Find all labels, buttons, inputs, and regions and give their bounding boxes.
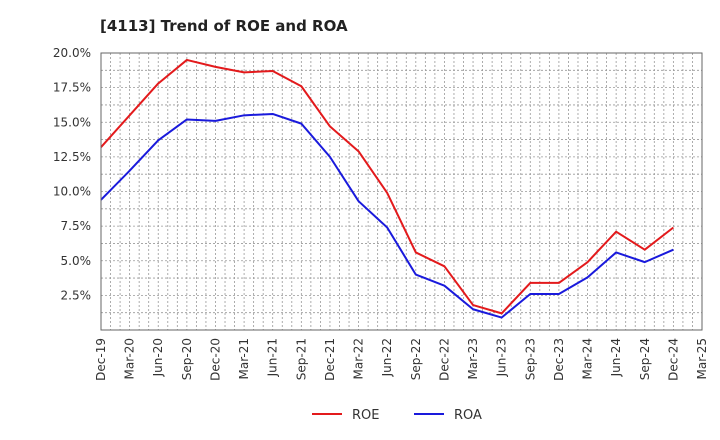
x-tick-label: Jun-21: [266, 338, 280, 377]
chart-title: [4113] Trend of ROE and ROA: [100, 17, 348, 35]
x-tick-label: Dec-19: [94, 338, 108, 381]
x-tick-label: Dec-20: [208, 338, 222, 381]
x-tick-label: Dec-24: [666, 338, 680, 381]
legend-label-roe: ROE: [352, 408, 379, 423]
x-tick-label: Mar-21: [237, 338, 251, 379]
legend: ROE ROA: [312, 408, 482, 423]
y-tick-label: 10.0%: [53, 185, 91, 199]
x-tick-label: Mar-20: [123, 338, 137, 379]
x-tick-label: Jun-23: [495, 338, 509, 377]
x-tick-label: Mar-24: [581, 338, 595, 379]
x-tick-label: Jun-22: [380, 338, 394, 377]
x-tick-label: Jun-20: [151, 338, 165, 377]
x-tick-label: Jun-24: [609, 338, 623, 377]
legend-label-roa: ROA: [454, 408, 482, 423]
x-tick-label: Mar-22: [352, 338, 366, 379]
x-tick-label: Sep-24: [638, 338, 652, 380]
x-tick-label: Dec-23: [552, 338, 566, 381]
x-tick-label: Sep-21: [294, 338, 308, 380]
y-tick-label: 5.0%: [61, 254, 92, 268]
y-axis-ticks: 2.5% 5.0% 7.5% 10.0% 12.5% 15.0% 17.5% 20.0%: [53, 46, 91, 302]
x-tick-label: Sep-22: [409, 338, 423, 380]
y-tick-label: 12.5%: [53, 150, 91, 164]
y-tick-label: 17.5%: [53, 81, 91, 95]
x-tick-label: Mar-23: [466, 338, 480, 379]
y-tick-label: 2.5%: [61, 288, 92, 302]
series-line-roe: [100, 58, 674, 315]
y-tick-label: 7.5%: [61, 219, 92, 233]
plot-lines: [100, 58, 674, 319]
x-tick-label: Dec-22: [437, 338, 451, 381]
x-tick-label: Dec-21: [323, 338, 337, 381]
x-tick-label: Sep-23: [523, 338, 537, 380]
x-axis-ticks: Dec-19 Mar-20 Jun-20 Sep-20 Dec-20 Mar-21 Jun-…: [94, 338, 709, 381]
y-tick-label: 15.0%: [53, 115, 91, 129]
x-tick-label: Sep-20: [180, 338, 194, 380]
plot-frame: [100, 52, 703, 331]
y-tick-label: 20.0%: [53, 46, 91, 60]
series-line-roa: [100, 112, 674, 319]
x-tick-label: Mar-25: [695, 338, 709, 379]
plot-grid: [101, 53, 702, 330]
